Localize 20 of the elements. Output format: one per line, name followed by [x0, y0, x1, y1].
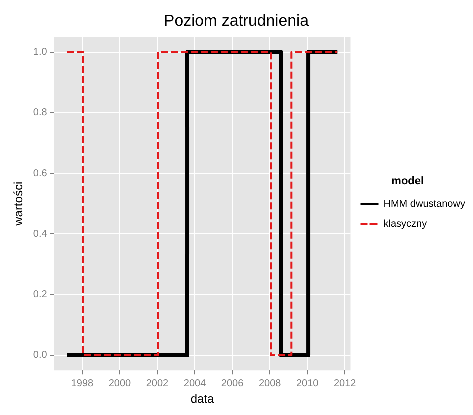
y-tick-label: 0.4: [33, 228, 48, 240]
chart-title: Poziom zatrudnienia: [164, 13, 310, 30]
y-tick-label: 1.0: [33, 47, 48, 58]
x-tick-label: 2002: [146, 378, 170, 390]
x-axis-title: data: [190, 392, 215, 406]
x-tick-label: 2012: [334, 378, 357, 390]
y-tick-label: 0.0: [33, 350, 48, 362]
x-tick-label: 1998: [71, 378, 94, 390]
legend-label: HMM dwustanowy: [384, 198, 466, 210]
x-tick-label: 2010: [296, 378, 320, 390]
legend-label: klasyczny: [384, 218, 428, 230]
x-tick-label: 2004: [184, 378, 207, 390]
x-tick-label: 2008: [258, 378, 282, 390]
x-tick-label: 2006: [221, 378, 244, 390]
y-tick-label: 0.8: [33, 108, 48, 119]
y-tick-label: 0.2: [33, 290, 48, 301]
y-tick-label: 0.6: [33, 168, 48, 180]
y-axis-title: wartości: [12, 182, 26, 227]
legend-title: model: [392, 175, 424, 188]
x-tick-label: 2000: [108, 378, 132, 390]
